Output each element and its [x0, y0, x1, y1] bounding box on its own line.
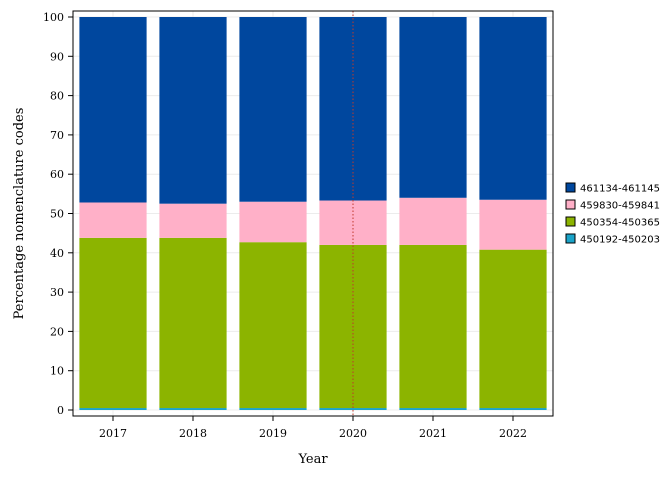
legend-label: 450354-450365	[580, 218, 660, 229]
bar-segment-2019-459830-459841	[239, 201, 307, 243]
legend-swatch	[565, 233, 576, 244]
y-tick-label: 0	[57, 404, 64, 417]
legend-swatch	[565, 216, 576, 227]
bar-segment-2019-461134-461145	[239, 17, 307, 202]
y-tick-label: 80	[50, 90, 64, 103]
bar-segment-2017-450354-450365	[79, 237, 147, 409]
bar-segment-2022-459830-459841	[479, 199, 547, 250]
bar-segment-2018-459830-459841	[159, 203, 227, 238]
bar-segment-2021-450354-450365	[399, 244, 467, 409]
x-tick-label: 2017	[99, 427, 127, 440]
y-tick-label: 10	[50, 365, 64, 378]
legend-label: 461134-461145	[580, 184, 660, 195]
bar-segment-2021-461134-461145	[399, 17, 467, 198]
y-tick-label: 90	[50, 50, 64, 63]
y-tick-label: 50	[50, 208, 64, 221]
x-axis-title: Year	[297, 452, 328, 467]
bar-segment-2018-450192-450203	[159, 408, 227, 410]
y-tick-label: 20	[50, 325, 64, 338]
bar-segment-2022-450354-450365	[479, 249, 547, 409]
legend-swatch	[565, 182, 576, 193]
legend-label: 459830-459841	[580, 201, 660, 212]
y-axis-title: Percentage nomenclature codes	[12, 108, 27, 320]
bar-segment-2017-459830-459841	[79, 202, 147, 238]
bar-segment-2019-450192-450203	[239, 408, 307, 410]
legend-swatch	[565, 199, 576, 210]
x-tick-label: 2019	[259, 427, 287, 440]
bar-segment-2021-450192-450203	[399, 408, 467, 410]
y-tick-label: 100	[43, 11, 64, 24]
legend-label: 450192-450203	[580, 235, 660, 246]
bar-segment-2017-461134-461145	[79, 17, 147, 203]
legend: 461134-461145 459830-459841 450354-450365 4…	[565, 182, 660, 246]
x-tick-label: 2021	[419, 427, 447, 440]
bar-segment-2021-459830-459841	[399, 197, 467, 245]
bar-segment-2018-450354-450365	[159, 237, 227, 409]
x-tick-label: 2018	[179, 427, 207, 440]
bar-segment-2020-450192-450203	[319, 408, 387, 410]
y-tick-label: 40	[50, 247, 64, 260]
bar-segment-2019-450354-450365	[239, 242, 307, 409]
x-tick-label: 2020	[339, 427, 367, 440]
y-tick-label: 70	[50, 129, 64, 142]
bar-segment-2022-461134-461145	[479, 17, 547, 200]
bar-segment-2022-450192-450203	[479, 408, 547, 410]
bar-segment-2017-450192-450203	[79, 408, 147, 410]
bar-segment-2018-461134-461145	[159, 17, 227, 204]
y-tick-label: 30	[50, 286, 64, 299]
axes: 0 10 20 30 40 50 60 70 80 90 100 2017 2018 2019 2020 20…	[43, 10, 554, 440]
x-tick-label: 2022	[499, 427, 527, 440]
y-tick-label: 60	[50, 168, 64, 181]
